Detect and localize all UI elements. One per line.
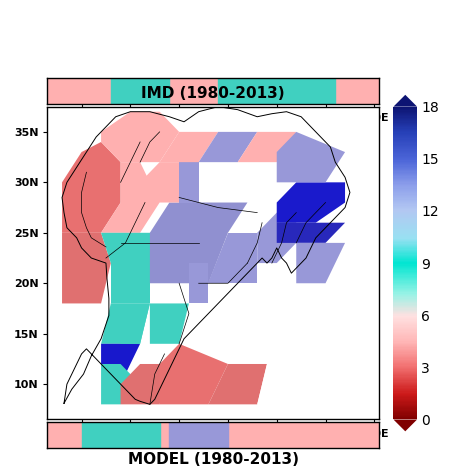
Polygon shape <box>257 364 306 404</box>
Polygon shape <box>111 263 150 303</box>
Polygon shape <box>140 162 179 202</box>
Polygon shape <box>160 132 218 162</box>
Bar <box>82 422 160 448</box>
Polygon shape <box>169 202 247 233</box>
Polygon shape <box>101 344 140 384</box>
Polygon shape <box>150 303 189 344</box>
Polygon shape <box>62 142 120 233</box>
Bar <box>111 78 169 104</box>
Polygon shape <box>296 243 345 283</box>
Polygon shape <box>101 233 169 263</box>
Polygon shape <box>277 182 345 223</box>
Polygon shape <box>160 344 228 404</box>
Bar <box>169 422 228 448</box>
Title: IMD (1980-2013): IMD (1980-2013) <box>141 86 285 101</box>
Polygon shape <box>199 132 257 162</box>
Polygon shape <box>120 364 169 404</box>
Polygon shape <box>101 303 150 344</box>
Polygon shape <box>62 233 111 303</box>
Polygon shape <box>277 223 345 243</box>
Polygon shape <box>101 112 179 162</box>
Polygon shape <box>189 263 209 303</box>
Polygon shape <box>257 213 296 263</box>
Polygon shape <box>101 162 160 233</box>
Polygon shape <box>237 132 296 162</box>
Polygon shape <box>209 233 257 283</box>
Bar <box>218 78 335 104</box>
Polygon shape <box>209 364 267 404</box>
Polygon shape <box>101 364 140 404</box>
Text: MODEL (1980-2013): MODEL (1980-2013) <box>128 452 299 467</box>
Polygon shape <box>150 202 228 283</box>
Polygon shape <box>111 303 150 344</box>
Polygon shape <box>179 162 199 202</box>
Polygon shape <box>277 132 345 182</box>
